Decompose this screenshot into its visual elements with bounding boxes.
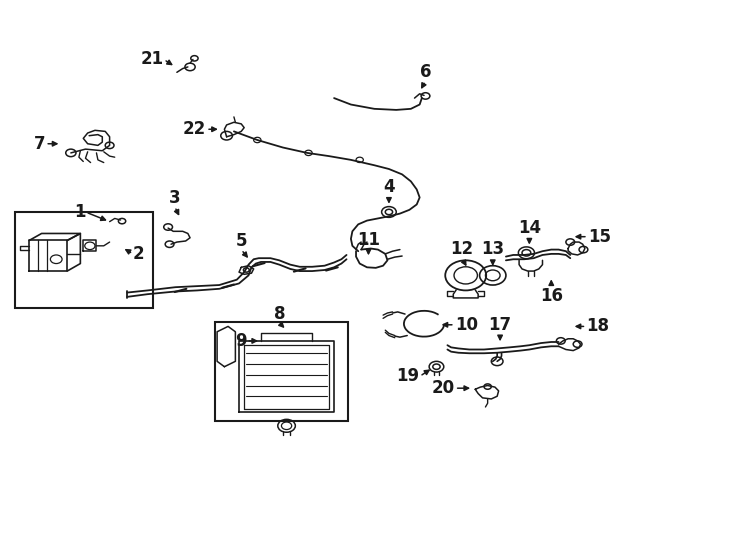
- Text: 4: 4: [383, 178, 395, 196]
- Text: 8: 8: [274, 305, 285, 322]
- Text: 7: 7: [34, 135, 46, 153]
- Text: 1: 1: [74, 203, 85, 221]
- Text: 9: 9: [235, 332, 247, 350]
- Text: 2: 2: [133, 245, 145, 263]
- Text: 11: 11: [357, 231, 380, 248]
- Bar: [215, 322, 348, 422]
- Bar: [15, 212, 153, 308]
- Text: 3: 3: [169, 188, 181, 207]
- Text: 12: 12: [451, 240, 473, 258]
- Text: 18: 18: [586, 318, 609, 335]
- Text: 14: 14: [517, 219, 541, 237]
- Text: 19: 19: [396, 367, 420, 386]
- Text: 21: 21: [141, 50, 164, 69]
- Text: 5: 5: [236, 232, 247, 249]
- Text: 13: 13: [482, 240, 504, 258]
- Text: 15: 15: [588, 228, 611, 246]
- Text: 20: 20: [432, 379, 455, 397]
- Text: 6: 6: [420, 63, 432, 81]
- Text: 10: 10: [455, 316, 478, 334]
- Text: 22: 22: [183, 120, 206, 138]
- Text: 16: 16: [539, 287, 563, 305]
- Text: 17: 17: [489, 316, 512, 334]
